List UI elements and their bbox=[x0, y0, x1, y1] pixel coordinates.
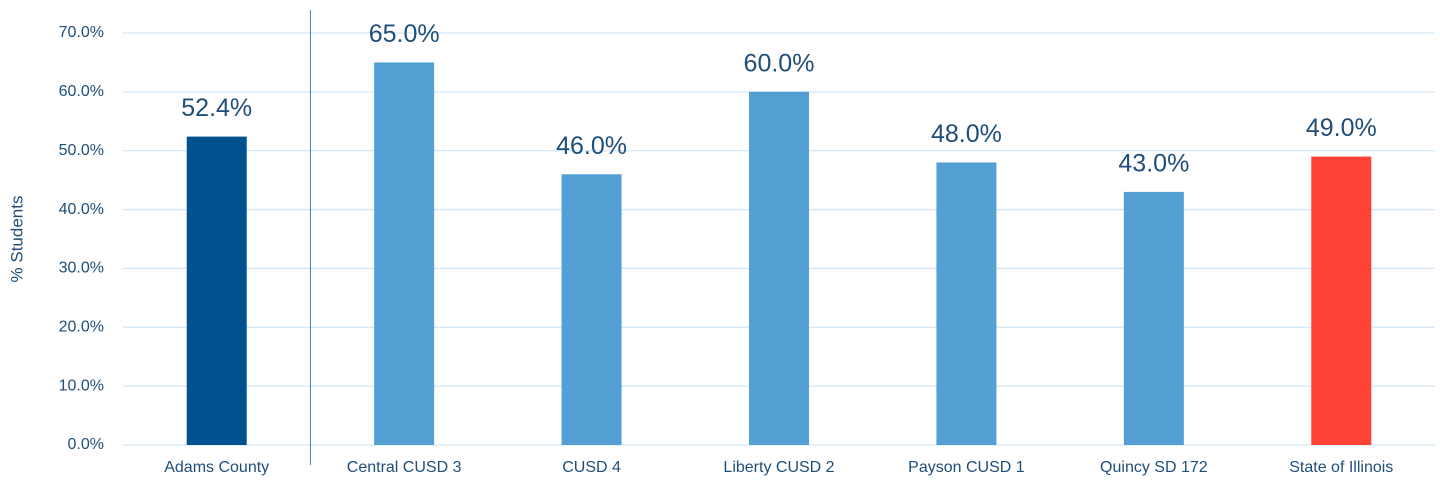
data-label: 48.0% bbox=[931, 120, 1002, 148]
x-tick-label: Payson CUSD 1 bbox=[908, 459, 1025, 476]
bar bbox=[749, 91, 809, 445]
data-label: 52.4% bbox=[181, 94, 252, 122]
y-tick-label: 0.0% bbox=[68, 436, 104, 453]
y-tick-label: 30.0% bbox=[59, 260, 104, 277]
x-tick-label: Liberty CUSD 2 bbox=[723, 459, 834, 476]
y-axis-title: % Students bbox=[7, 196, 26, 283]
x-tick-label: Adams County bbox=[164, 459, 269, 476]
bar bbox=[936, 162, 997, 445]
bar bbox=[1123, 191, 1184, 445]
x-tick-label: Central CUSD 3 bbox=[347, 459, 462, 476]
bar bbox=[561, 174, 622, 445]
bar bbox=[1311, 156, 1372, 445]
y-tick-label: 70.0% bbox=[59, 24, 104, 41]
bar bbox=[374, 62, 435, 446]
y-tick-label: 40.0% bbox=[59, 201, 104, 218]
x-tick-label: Quincy SD 172 bbox=[1100, 459, 1208, 476]
data-label: 49.0% bbox=[1306, 114, 1377, 142]
bar bbox=[186, 136, 247, 446]
data-label: 43.0% bbox=[1118, 150, 1189, 178]
y-tick-label: 20.0% bbox=[59, 319, 104, 336]
y-tick-label: 60.0% bbox=[59, 83, 104, 100]
data-label: 65.0% bbox=[369, 20, 440, 48]
y-tick-label: 50.0% bbox=[59, 142, 104, 159]
x-tick-label: State of Illinois bbox=[1289, 459, 1393, 476]
y-tick-label: 10.0% bbox=[59, 377, 104, 394]
data-label: 46.0% bbox=[556, 132, 627, 160]
data-label: 60.0% bbox=[744, 49, 815, 77]
x-tick-label: CUSD 4 bbox=[562, 459, 621, 476]
